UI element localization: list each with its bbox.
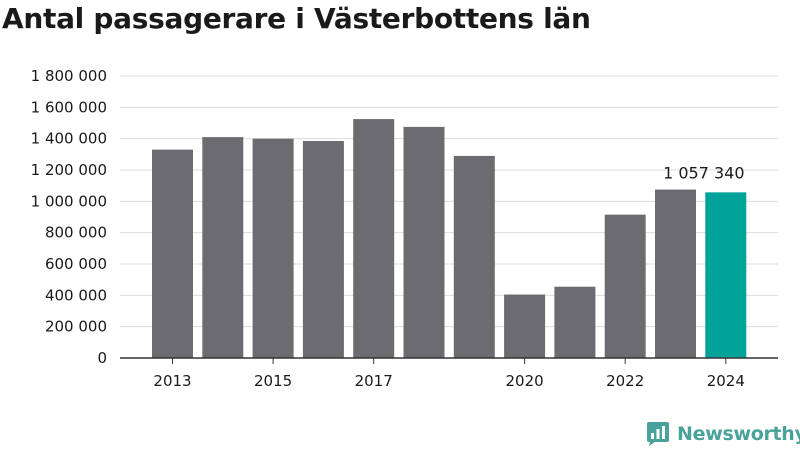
x-axis-ticks: 2013 2015 2017 2020 2022 2024 (153, 358, 745, 390)
y-tick-label: 1 000 000 (31, 192, 107, 210)
newsworthy-logo-icon (647, 422, 669, 446)
x-tick-label: 2015 (254, 372, 292, 390)
chart-title: Antal passagerare i Västerbottens län (2, 2, 591, 35)
bar-2021 (554, 286, 596, 358)
x-tick-label: 2022 (606, 372, 644, 390)
bar-2014 (202, 137, 244, 358)
y-tick-label: 1 600 000 (31, 98, 107, 116)
x-tick-label: 2017 (355, 372, 393, 390)
y-tick-label: 400 000 (45, 286, 107, 304)
x-tick-label: 2024 (707, 372, 745, 390)
data-label: 1 057 340 (663, 163, 744, 182)
y-tick-label: 800 000 (45, 224, 107, 242)
bar-2022 (604, 214, 646, 358)
y-axis-ticks: 0 200 000 400 000 600 000 800 000 1 000 000 1 … (31, 67, 107, 367)
bar-2015 (252, 138, 294, 358)
x-tick-label: 2020 (506, 372, 544, 390)
bar-2018 (403, 126, 445, 359)
bar-2017 (353, 119, 395, 358)
bar-2024 (705, 192, 747, 358)
data-labels: 1 057 340 (663, 163, 744, 182)
y-tick-label: 0 (97, 349, 107, 367)
y-tick-label: 1 200 000 (31, 161, 107, 179)
y-tick-label: 600 000 (45, 255, 107, 273)
newsworthy-brand: Newsworthy (645, 421, 800, 447)
bar-2016 (302, 141, 344, 358)
bar-2013 (152, 149, 193, 358)
bars (152, 119, 747, 359)
y-tick-label: 200 000 (45, 318, 107, 336)
bar-2019 (453, 155, 495, 358)
y-tick-label: 1 800 000 (31, 67, 107, 85)
x-tick-label: 2013 (153, 372, 191, 390)
bar-2020 (504, 294, 546, 358)
brand-name: Newsworthy (677, 423, 800, 445)
y-tick-label: 1 400 000 (31, 130, 107, 148)
bar-2023 (655, 189, 696, 358)
